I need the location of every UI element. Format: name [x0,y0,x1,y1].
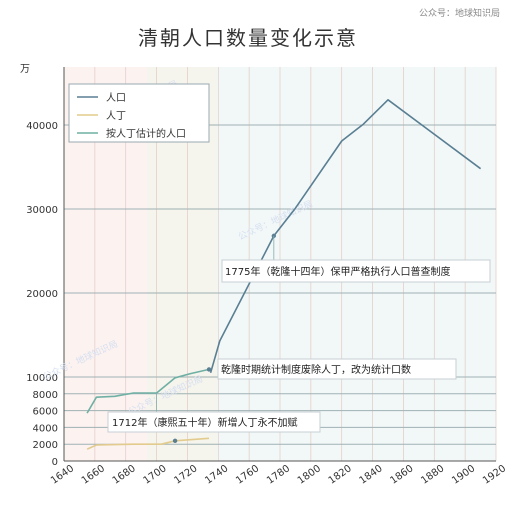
annotation-box-qianlong [217,358,457,380]
y-tick-label: 40000 [26,121,58,132]
legend-label-ding: 人丁 [106,110,126,122]
annotation-1775: 1775年（乾隆十四年）保甲严格执行人口普查制度 [225,265,450,278]
x-tick-label: 1780 [265,463,292,487]
annotation-marker-qianlong [206,367,212,372]
x-tick-label: 1920 [481,463,508,487]
y-tick-label: 20000 [26,289,58,300]
series-line-ding [86,437,210,450]
y-tick-label: 2000 [33,440,58,451]
x-tick-label: 1740 [203,463,230,487]
y-tick-label: 10000 [26,373,58,384]
x-tick-label: 1760 [234,463,261,487]
series-line-population [209,99,482,374]
y-tick-label: 4000 [33,423,58,434]
y-tick-label: 8000 [33,390,58,401]
x-tick-label: 1800 [296,463,323,487]
annotations: 1775年（乾隆十四年）保甲严格执行人口普查制度 乾隆时期统计制度废除人丁，改为… [107,259,491,433]
x-tick-label: 1840 [358,463,385,487]
y-tick-label: 0 [52,457,58,468]
x-tick-label: 1720 [172,463,199,487]
series-group [86,99,482,450]
y-tick-label: 30000 [26,205,58,216]
y-unit-label: 万 [20,64,30,75]
x-tick-label: 1660 [80,463,107,487]
x-tick-label: 1860 [388,463,415,487]
legend: 人口 人丁 按人丁估计的人口 [68,83,210,143]
series-line-estimated [86,368,210,414]
legend-label-population: 人口 [106,92,126,104]
chart-title: 清朝人口数量变化示意 [138,26,358,50]
annotation-qianlong: 乾隆时期统计制度废除人丁，改为统计口数 [221,363,411,376]
annotation-marker-1712 [172,438,178,444]
legend-label-estimated: 按人丁估计的人口 [106,127,186,140]
x-tick-label: 1900 [450,463,477,487]
x-tick-label: 1680 [111,463,138,487]
annotation-box-1775 [221,259,491,283]
x-tick-label: 1700 [142,463,169,487]
x-tick-label: 1820 [327,463,354,487]
x-tick-label: 1880 [419,463,446,487]
credit-text: 公众号：地球知识局 [419,7,500,19]
annotation-box-1712 [107,411,321,433]
annotation-1712: 1712年（康熙五十年）新增人丁永不加赋 [112,416,297,429]
y-tick-label: 6000 [33,407,58,418]
